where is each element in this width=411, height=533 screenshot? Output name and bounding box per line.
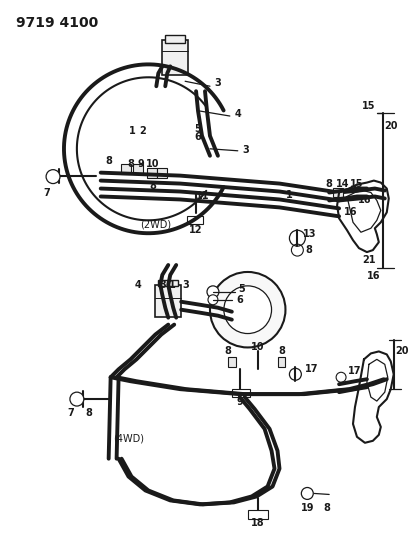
Text: 1: 1 bbox=[129, 126, 136, 136]
Text: 11: 11 bbox=[196, 191, 210, 201]
Bar bbox=[248, 510, 268, 519]
Circle shape bbox=[207, 286, 219, 298]
Text: 17: 17 bbox=[348, 366, 362, 376]
Circle shape bbox=[224, 286, 272, 334]
Text: 8: 8 bbox=[127, 159, 134, 169]
Bar bbox=[120, 164, 131, 174]
Text: 21: 21 bbox=[362, 255, 376, 265]
Text: 15: 15 bbox=[350, 179, 364, 189]
Text: 6: 6 bbox=[195, 132, 201, 142]
Text: 8: 8 bbox=[85, 408, 92, 418]
Text: 19: 19 bbox=[300, 503, 314, 513]
Text: 1: 1 bbox=[286, 190, 293, 200]
Circle shape bbox=[210, 272, 286, 348]
Text: 2: 2 bbox=[139, 126, 146, 136]
Text: 17: 17 bbox=[305, 364, 318, 374]
Bar bbox=[134, 164, 143, 174]
Bar bbox=[162, 39, 188, 75]
Bar bbox=[158, 280, 178, 286]
Text: 9: 9 bbox=[137, 159, 144, 169]
Circle shape bbox=[289, 230, 305, 246]
Text: 9719 4100: 9719 4100 bbox=[16, 15, 99, 30]
Text: 8: 8 bbox=[324, 503, 330, 513]
Circle shape bbox=[301, 488, 313, 499]
Bar bbox=[228, 358, 236, 367]
Text: 8: 8 bbox=[105, 156, 112, 166]
Text: 7: 7 bbox=[67, 408, 74, 418]
Text: (4WD): (4WD) bbox=[113, 434, 144, 444]
Text: 13: 13 bbox=[302, 229, 316, 239]
Bar bbox=[148, 168, 157, 177]
Text: 16: 16 bbox=[358, 196, 372, 205]
Text: 4: 4 bbox=[135, 280, 142, 290]
Text: 5: 5 bbox=[238, 284, 245, 294]
Bar bbox=[165, 35, 185, 43]
Text: 10: 10 bbox=[145, 159, 159, 169]
Circle shape bbox=[208, 295, 218, 305]
Text: 12: 12 bbox=[189, 225, 203, 235]
Text: 20: 20 bbox=[384, 121, 397, 131]
Text: 1: 1 bbox=[169, 280, 175, 290]
Text: 7: 7 bbox=[44, 188, 51, 198]
Bar bbox=[155, 285, 181, 317]
Text: 16: 16 bbox=[367, 271, 381, 281]
Text: 3: 3 bbox=[242, 145, 249, 155]
Text: 3: 3 bbox=[215, 78, 221, 88]
Text: 3: 3 bbox=[159, 280, 166, 290]
Text: 5: 5 bbox=[195, 124, 201, 134]
Text: 8: 8 bbox=[306, 245, 313, 255]
Text: 3: 3 bbox=[183, 280, 189, 290]
Text: 4: 4 bbox=[234, 109, 241, 119]
Text: 8: 8 bbox=[149, 181, 156, 191]
Bar bbox=[277, 358, 286, 367]
Text: 9: 9 bbox=[236, 397, 243, 407]
Bar bbox=[232, 389, 250, 397]
Text: 8: 8 bbox=[278, 346, 285, 357]
Text: 16: 16 bbox=[344, 207, 358, 217]
Circle shape bbox=[70, 392, 84, 406]
Text: 15: 15 bbox=[362, 101, 376, 111]
Text: 8: 8 bbox=[224, 346, 231, 357]
Bar bbox=[333, 188, 343, 197]
Text: 18: 18 bbox=[251, 518, 264, 528]
Text: 20: 20 bbox=[395, 346, 409, 357]
Bar bbox=[187, 216, 203, 224]
Text: 8: 8 bbox=[326, 179, 332, 189]
Text: 14: 14 bbox=[336, 179, 350, 189]
Text: 6: 6 bbox=[236, 295, 243, 305]
Text: (2WD): (2WD) bbox=[140, 219, 171, 229]
Text: 10: 10 bbox=[251, 342, 264, 352]
Circle shape bbox=[46, 169, 60, 183]
Bar bbox=[157, 168, 167, 177]
